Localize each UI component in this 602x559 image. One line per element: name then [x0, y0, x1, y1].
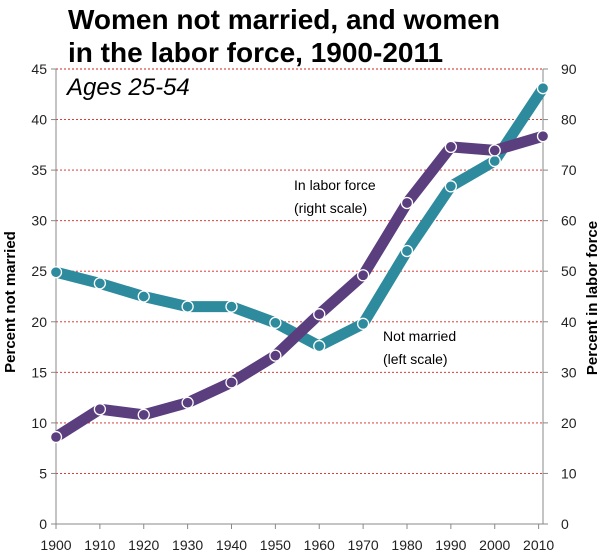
x-tick-label: 1930 — [172, 537, 203, 553]
data-point-in-labor-force — [400, 196, 414, 210]
right-tick-label: 40 — [561, 314, 577, 330]
x-tick-label: 1960 — [304, 537, 335, 553]
right-tick-label: 10 — [561, 465, 577, 481]
left-axis-label: Percent not married — [2, 231, 19, 373]
right-axis-label: Percent in labor force — [584, 221, 601, 375]
x-axis-ticks: 1900 1910 1920 1930 1940 1950 1960 1970 1980 1990… — [40, 524, 554, 553]
right-tick-label: 80 — [561, 112, 577, 128]
left-axis-ticks: 0 5 10 15 20 25 30 35 40 45 — [31, 61, 56, 532]
right-tick-label: 50 — [561, 263, 577, 279]
annotation-married-line2: (left scale) — [383, 351, 448, 367]
data-point-in-labor-force — [225, 376, 238, 389]
left-tick-label: 15 — [31, 364, 47, 380]
left-tick-label: 10 — [31, 415, 47, 431]
right-tick-label: 90 — [561, 61, 577, 77]
gridlines — [56, 68, 543, 474]
data-point-in-labor-force — [444, 140, 458, 154]
data-point-not-married — [444, 180, 458, 193]
chart-subtitle: Ages 25-54 — [65, 74, 190, 101]
left-tick-label: 30 — [31, 213, 47, 229]
x-tick-label: 1970 — [348, 537, 379, 553]
data-point-in-labor-force — [93, 403, 107, 416]
annotation-labor-line2: (right scale) — [294, 200, 367, 216]
data-point-not-married — [356, 317, 370, 330]
x-tick-label: 1990 — [435, 537, 466, 553]
x-tick-label: 1920 — [128, 537, 159, 553]
chart-title-line1: Women not married, and women — [68, 4, 500, 35]
x-tick-label: 1950 — [260, 537, 291, 553]
chart-title-line2: in the labor force, 1900-2011 — [68, 37, 443, 68]
data-point-in-labor-force — [269, 349, 282, 362]
x-tick-label: 1900 — [40, 537, 71, 553]
data-point-not-married — [93, 277, 107, 290]
annotation-labor-line1: In labor force — [294, 177, 376, 193]
data-point-in-labor-force — [49, 430, 63, 444]
series-line-not-married — [50, 82, 549, 352]
right-tick-label: 70 — [561, 162, 577, 178]
left-tick-label: 25 — [31, 263, 47, 279]
data-point-not-married — [313, 339, 326, 353]
data-point-not-married — [488, 154, 501, 168]
data-point-not-married — [49, 266, 63, 279]
data-point-not-married — [181, 300, 194, 313]
data-point-in-labor-force — [488, 144, 501, 157]
x-tick-label: 2010 — [523, 537, 554, 553]
left-tick-label: 0 — [39, 516, 47, 532]
left-tick-label: 45 — [31, 61, 47, 77]
right-axis-ticks: 0 10 20 30 40 50 60 70 80 90 — [543, 61, 577, 532]
right-tick-label: 0 — [561, 516, 569, 532]
x-tick-label: 2000 — [479, 537, 510, 553]
data-point-not-married — [137, 290, 150, 303]
data-point-not-married — [400, 244, 414, 258]
series-layer — [49, 82, 550, 444]
x-tick-label: 1910 — [84, 537, 115, 553]
left-tick-label: 35 — [31, 162, 47, 178]
left-tick-label: 20 — [31, 314, 47, 330]
left-tick-label: 40 — [31, 112, 47, 128]
right-tick-label: 30 — [561, 364, 577, 380]
axes — [55, 69, 544, 525]
data-point-in-labor-force — [313, 308, 326, 321]
data-point-not-married — [536, 82, 550, 95]
data-point-not-married — [269, 316, 282, 329]
left-tick-label: 5 — [39, 465, 47, 481]
data-point-in-labor-force — [137, 408, 150, 421]
x-tick-label: 1980 — [391, 537, 422, 553]
x-tick-label: 1940 — [216, 537, 247, 553]
right-tick-label: 20 — [561, 415, 577, 431]
annotation-married-line1: Not married — [383, 328, 456, 344]
series-line-in-labor-force — [50, 130, 549, 443]
data-point-in-labor-force — [356, 269, 370, 282]
right-tick-label: 60 — [561, 213, 577, 229]
data-point-not-married — [225, 300, 238, 313]
data-point-in-labor-force — [181, 396, 194, 409]
data-point-in-labor-force — [536, 130, 550, 143]
